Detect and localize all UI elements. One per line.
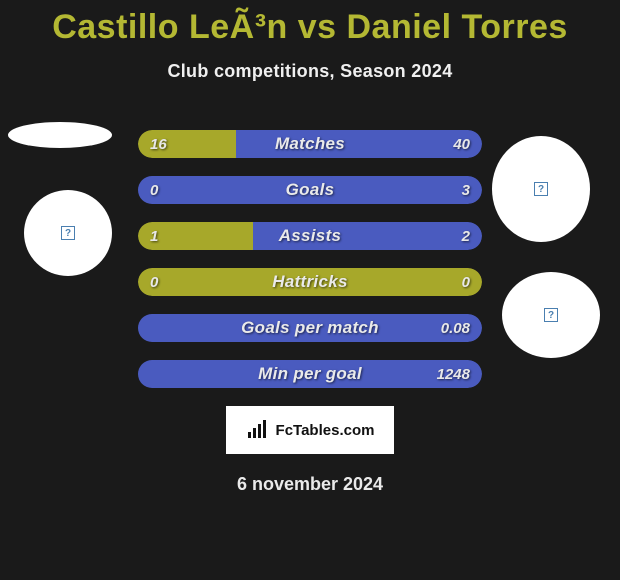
infographic-container: Castillo LeÃ³n vs Daniel Torres Club com…: [0, 0, 620, 580]
player-avatar-left: ?: [24, 190, 112, 276]
stat-row: 03Goals: [138, 176, 482, 204]
image-placeholder-icon: ?: [534, 182, 548, 196]
stat-label: Assists: [138, 222, 482, 250]
stat-rows: 1640Matches 03Goals 12Assists 00Hattricks 0.…: [138, 130, 482, 388]
brand-chart-icon: [246, 420, 272, 440]
subtitle: Club competitions, Season 2024: [0, 61, 620, 82]
brand-text: FcTables.com: [276, 422, 375, 439]
decorative-ellipse: [8, 122, 112, 148]
player-avatar-right-2: ?: [502, 272, 600, 358]
stat-label: Goals: [138, 176, 482, 204]
image-placeholder-icon: ?: [61, 226, 75, 240]
date-text: 6 november 2024: [0, 474, 620, 495]
stat-row: 00Hattricks: [138, 268, 482, 296]
image-placeholder-icon: ?: [544, 308, 558, 322]
stat-label: Hattricks: [138, 268, 482, 296]
brand-badge: FcTables.com: [226, 406, 394, 454]
stat-row: 1248Min per goal: [138, 360, 482, 388]
stats-area: ? ? ? 1640Matches 03Goals 12Assists 00Hattr…: [0, 130, 620, 495]
stat-row: 0.08Goals per match: [138, 314, 482, 342]
player-avatar-right-1: ?: [492, 136, 590, 242]
stat-label: Goals per match: [138, 314, 482, 342]
page-title: Castillo LeÃ³n vs Daniel Torres: [0, 8, 620, 47]
stat-row: 12Assists: [138, 222, 482, 250]
stat-row: 1640Matches: [138, 130, 482, 158]
stat-label: Matches: [138, 130, 482, 158]
stat-label: Min per goal: [138, 360, 482, 388]
